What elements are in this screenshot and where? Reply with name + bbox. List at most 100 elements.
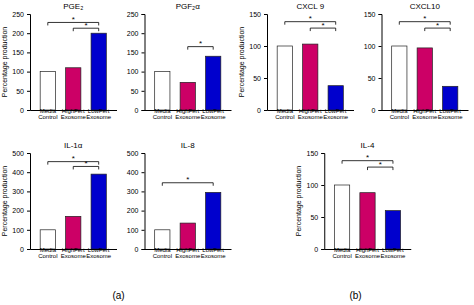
bars bbox=[392, 46, 458, 110]
bar bbox=[328, 86, 343, 110]
x-tick: HighFertExosome bbox=[355, 247, 381, 259]
subplot-title: IL-1α bbox=[64, 141, 83, 150]
y-tick-label: 300 bbox=[127, 188, 139, 195]
y-tick-mark bbox=[264, 78, 267, 79]
subplot-title: PGE₂ bbox=[63, 2, 83, 11]
bar bbox=[180, 82, 195, 110]
y-axis: 0100200300400500 bbox=[12, 150, 30, 253]
x-tick: MediaControl bbox=[390, 108, 409, 120]
significance-label: * bbox=[423, 14, 426, 23]
y-tick: 50 bbox=[131, 88, 145, 95]
significance-label: * bbox=[379, 160, 382, 169]
subplot-title: PGF₂α bbox=[176, 2, 201, 11]
y-tick-mark bbox=[27, 14, 30, 15]
bar bbox=[91, 174, 106, 249]
bar bbox=[206, 192, 221, 249]
y-axis-title: Percentage production bbox=[1, 27, 9, 98]
y-axis-line bbox=[379, 15, 383, 111]
subplot-title: IL-8 bbox=[181, 141, 195, 150]
bars bbox=[40, 33, 106, 110]
y-tick: 200 bbox=[12, 207, 30, 214]
y-tick-mark bbox=[321, 217, 324, 218]
x-tick: LowFertExosome bbox=[323, 108, 349, 120]
y-tick-label: 0 bbox=[372, 107, 376, 114]
y-tick: 100 bbox=[364, 43, 382, 50]
bar bbox=[206, 56, 221, 110]
y-tick-label: 150 bbox=[12, 49, 24, 56]
bar bbox=[303, 44, 318, 110]
y-axis: 050100150 bbox=[364, 11, 382, 114]
subplot: 050100150MediaControlHighFertExosomeLowF… bbox=[364, 2, 469, 120]
y-tick-mark bbox=[27, 91, 30, 92]
y-tick-mark bbox=[142, 249, 145, 250]
y-tick: 100 bbox=[127, 68, 145, 75]
y-tick: 300 bbox=[12, 188, 30, 195]
y-tick-mark bbox=[142, 52, 145, 53]
y-tick-label: 0 bbox=[135, 107, 139, 114]
bar bbox=[392, 46, 407, 110]
bars bbox=[277, 44, 343, 110]
x-tick: HighFertExosome bbox=[412, 108, 438, 120]
x-axis: MediaControlHighFertExosomeLowFertExosom… bbox=[31, 108, 118, 120]
x-tick-label: MediaControl bbox=[275, 108, 294, 120]
y-tick-label: 0 bbox=[20, 107, 24, 114]
y-tick-label: 500 bbox=[127, 150, 139, 157]
y-tick-label: 200 bbox=[127, 207, 139, 214]
y-tick: 500 bbox=[127, 150, 145, 157]
significance-label: * bbox=[321, 21, 324, 30]
subplot: 050100150200250MediaControlHighFertExoso… bbox=[1, 2, 117, 120]
y-axis-title: Percentage production bbox=[238, 27, 246, 98]
subplot-title: IL-4 bbox=[361, 141, 375, 150]
y-axis-line bbox=[264, 15, 268, 111]
y-tick: 150 bbox=[127, 49, 145, 56]
x-tick-label: LowFertExosome bbox=[380, 247, 406, 259]
y-tick-mark bbox=[264, 46, 267, 47]
y-tick: 150 bbox=[12, 49, 30, 56]
y-tick-mark bbox=[142, 14, 145, 15]
y-tick: 400 bbox=[127, 169, 145, 176]
subplot: 0100200300400500MediaControlHighFertExos… bbox=[1, 141, 117, 259]
y-tick: 200 bbox=[12, 30, 30, 37]
bar bbox=[155, 72, 170, 110]
y-tick-mark bbox=[142, 33, 145, 34]
figure: 050100150200250MediaControlHighFertExoso… bbox=[0, 0, 474, 305]
y-tick: 500 bbox=[12, 150, 30, 157]
y-tick: 0 bbox=[135, 246, 145, 253]
y-tick-label: 500 bbox=[12, 150, 24, 157]
x-tick-label: MediaControl bbox=[38, 247, 57, 259]
y-axis: 050100150200250 bbox=[127, 11, 145, 114]
y-tick: 0 bbox=[257, 107, 267, 114]
y-tick-mark bbox=[27, 110, 30, 111]
y-axis-line bbox=[27, 154, 31, 250]
y-tick-mark bbox=[27, 191, 30, 192]
y-tick-mark bbox=[142, 153, 145, 154]
subplot: 050100150MediaControlHighFertExosomeLowF… bbox=[238, 2, 354, 120]
x-tick: HighFertExosome bbox=[175, 247, 201, 259]
y-tick: 50 bbox=[310, 214, 324, 221]
y-tick-mark bbox=[321, 153, 324, 154]
bars bbox=[40, 174, 106, 249]
x-tick: MediaControl bbox=[38, 247, 57, 259]
y-tick-mark bbox=[379, 14, 382, 15]
y-tick-label: 50 bbox=[253, 75, 261, 82]
bars bbox=[155, 56, 221, 110]
significance-label: * bbox=[309, 14, 312, 23]
y-tick-label: 100 bbox=[249, 43, 261, 50]
x-tick: MediaControl bbox=[38, 108, 57, 120]
x-tick: HighFertExosome bbox=[298, 108, 324, 120]
x-tick-label: MediaControl bbox=[153, 247, 172, 259]
y-tick-label: 50 bbox=[368, 75, 376, 82]
x-tick-label: HighFertExosome bbox=[61, 247, 87, 259]
y-tick-mark bbox=[142, 211, 145, 212]
y-tick-mark bbox=[142, 230, 145, 231]
significance-label: * bbox=[84, 159, 87, 168]
y-tick-mark bbox=[264, 110, 267, 111]
y-tick: 150 bbox=[307, 150, 325, 157]
y-tick: 100 bbox=[249, 43, 267, 50]
bar bbox=[417, 48, 432, 110]
y-tick-mark bbox=[379, 110, 382, 111]
bar bbox=[334, 185, 349, 249]
y-tick-label: 100 bbox=[12, 68, 24, 75]
y-tick: 100 bbox=[12, 68, 30, 75]
y-tick-mark bbox=[142, 72, 145, 73]
